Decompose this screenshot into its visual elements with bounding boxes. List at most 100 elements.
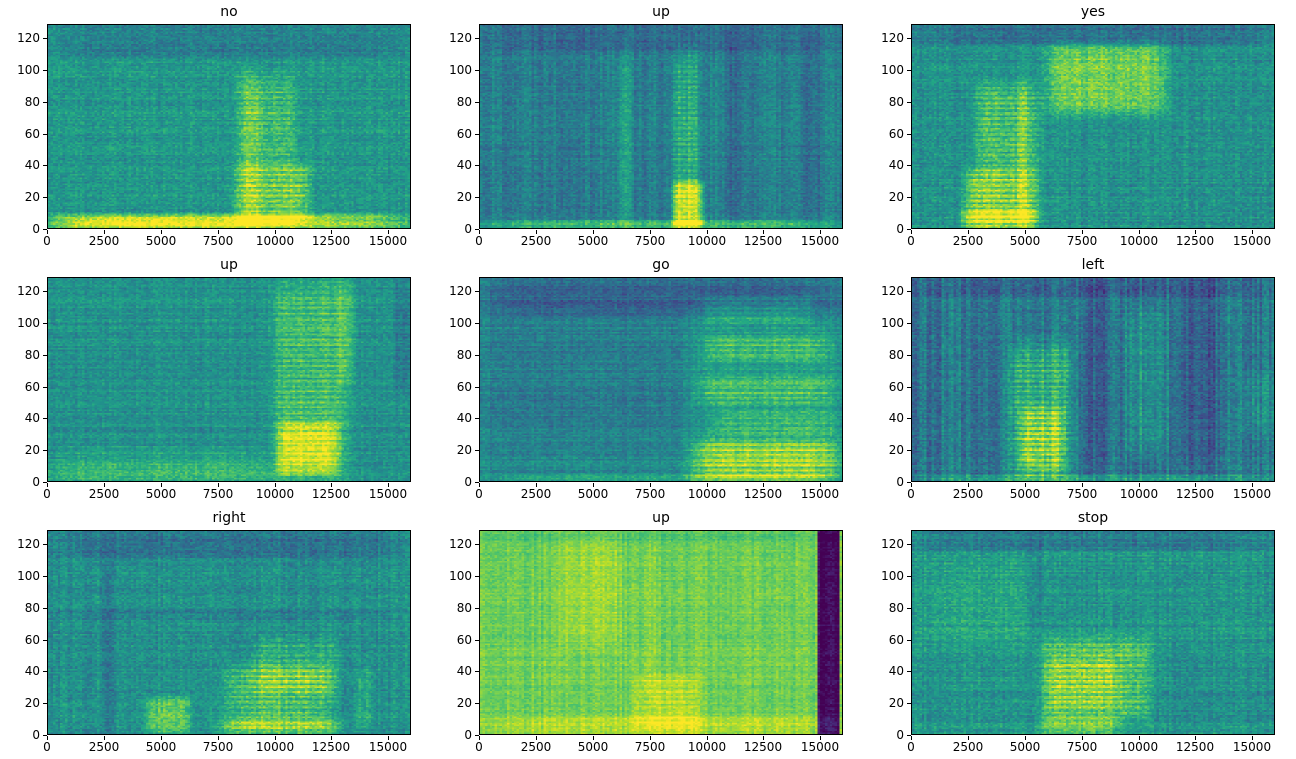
x-tick-label: 2500 (952, 740, 984, 754)
y-tick-label: 120 (449, 537, 472, 551)
y-tick-label: 80 (456, 601, 472, 615)
spectrogram-panel: stop 0 20 40 60 80 100 120 0 2500 5000 7500 10000 12… (864, 506, 1296, 759)
x-tick-mark (820, 230, 821, 234)
x-tick-label: 7500 (634, 487, 666, 501)
plot-area (911, 24, 1275, 229)
y-tick-mark (43, 576, 47, 577)
y-tick-mark (475, 38, 479, 39)
x-tick-label: 2500 (952, 234, 984, 248)
x-tick-mark (968, 736, 969, 740)
y-tick-label: 20 (24, 190, 40, 204)
y-tick-mark (43, 323, 47, 324)
x-tick-label: 7500 (1066, 234, 1098, 248)
spectrogram-panel: right 0 20 40 60 80 100 120 0 2500 5000 7500 10000 1… (0, 506, 432, 759)
x-tick-mark (275, 483, 276, 487)
x-tick-label: 7500 (1066, 740, 1098, 754)
y-tick-label: 80 (456, 348, 472, 362)
y-tick-label: 40 (888, 411, 904, 425)
x-tick-mark (1252, 736, 1253, 740)
y-tick-mark (43, 355, 47, 356)
y-tick-label: 40 (456, 411, 472, 425)
x-tick-mark (104, 483, 105, 487)
y-tick-label: 40 (888, 664, 904, 678)
y-tick-mark (907, 671, 911, 672)
x-tick-label: 15000 (1232, 740, 1272, 754)
x-tick-mark (161, 483, 162, 487)
y-tick-label: 80 (888, 601, 904, 615)
plot-area (479, 530, 843, 735)
x-tick-mark (1139, 483, 1140, 487)
x-tick-mark (218, 736, 219, 740)
x-tick-mark (331, 230, 332, 234)
y-tick-label: 20 (888, 443, 904, 457)
y-tick-label: 20 (456, 190, 472, 204)
x-tick-mark (1139, 736, 1140, 740)
y-tick-label: 0 (32, 728, 40, 742)
x-tick-mark (911, 483, 912, 487)
y-tick-mark (43, 387, 47, 388)
x-tick-label: 2500 (520, 487, 552, 501)
y-tick-label: 20 (888, 696, 904, 710)
y-tick-label: 0 (32, 475, 40, 489)
x-tick-label: 15000 (800, 740, 840, 754)
x-tick-mark (1195, 483, 1196, 487)
y-tick-label: 0 (896, 475, 904, 489)
x-tick-mark (388, 736, 389, 740)
y-tick-label: 0 (464, 475, 472, 489)
y-tick-label: 0 (464, 222, 472, 236)
y-tick-mark (907, 735, 911, 736)
x-tick-label: 10000 (687, 740, 727, 754)
y-tick-label: 120 (17, 537, 40, 551)
x-tick-label: 5000 (577, 234, 609, 248)
y-tick-mark (475, 165, 479, 166)
y-tick-mark (475, 703, 479, 704)
y-tick-label: 60 (888, 633, 904, 647)
x-tick-mark (650, 736, 651, 740)
y-tick-label: 80 (888, 348, 904, 362)
y-tick-mark (43, 70, 47, 71)
y-tick-mark (907, 323, 911, 324)
x-tick-label: 7500 (202, 487, 234, 501)
x-tick-label: 7500 (1066, 487, 1098, 501)
y-tick-label: 60 (456, 127, 472, 141)
x-tick-label: 5000 (1009, 487, 1041, 501)
x-tick-label: 15000 (368, 487, 408, 501)
x-tick-mark (650, 483, 651, 487)
y-tick-mark (475, 576, 479, 577)
x-tick-label: 12500 (743, 487, 783, 501)
x-tick-label: 15000 (1232, 487, 1272, 501)
x-tick-label: 15000 (368, 234, 408, 248)
y-tick-mark (43, 640, 47, 641)
y-tick-mark (43, 544, 47, 545)
x-tick-label: 2500 (520, 234, 552, 248)
panel-title: yes (1080, 4, 1106, 20)
y-tick-label: 0 (896, 728, 904, 742)
x-tick-mark (479, 230, 480, 234)
y-tick-label: 60 (456, 380, 472, 394)
y-tick-mark (907, 418, 911, 419)
x-tick-label: 15000 (368, 740, 408, 754)
x-tick-mark (479, 483, 480, 487)
y-tick-mark (475, 197, 479, 198)
y-tick-mark (907, 102, 911, 103)
y-tick-label: 60 (24, 127, 40, 141)
y-tick-mark (907, 165, 911, 166)
x-tick-mark (968, 483, 969, 487)
y-tick-label: 120 (449, 31, 472, 45)
y-tick-mark (907, 640, 911, 641)
x-tick-mark (1252, 230, 1253, 234)
y-tick-mark (43, 197, 47, 198)
y-tick-mark (43, 291, 47, 292)
x-tick-label: 12500 (743, 740, 783, 754)
y-tick-label: 100 (17, 63, 40, 77)
x-tick-label: 10000 (255, 234, 295, 248)
y-tick-label: 40 (456, 664, 472, 678)
y-tick-mark (43, 608, 47, 609)
y-tick-mark (475, 450, 479, 451)
x-tick-mark (275, 230, 276, 234)
x-tick-mark (820, 483, 821, 487)
x-tick-label: 12500 (743, 234, 783, 248)
y-tick-mark (907, 355, 911, 356)
y-tick-mark (43, 102, 47, 103)
x-tick-mark (1025, 230, 1026, 234)
